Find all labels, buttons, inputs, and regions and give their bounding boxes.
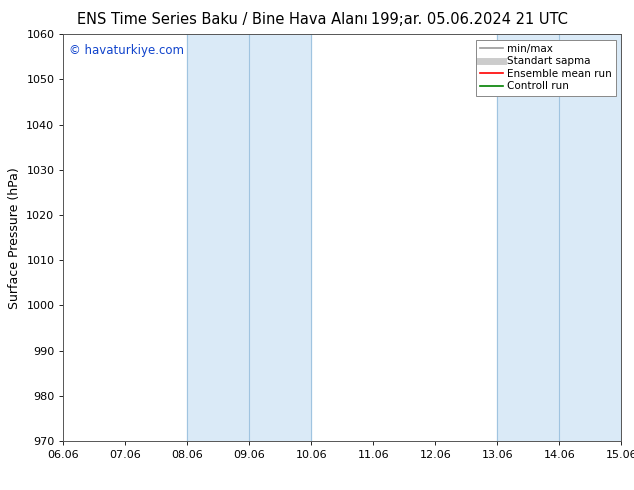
Text: 199;ar. 05.06.2024 21 UTC: 199;ar. 05.06.2024 21 UTC xyxy=(371,12,567,27)
Y-axis label: Surface Pressure (hPa): Surface Pressure (hPa) xyxy=(8,167,21,309)
Bar xyxy=(497,34,621,441)
Text: © havaturkiye.com: © havaturkiye.com xyxy=(69,45,184,57)
Legend: min/max, Standart sapma, Ensemble mean run, Controll run: min/max, Standart sapma, Ensemble mean r… xyxy=(476,40,616,96)
Bar xyxy=(188,34,311,441)
Text: ENS Time Series Baku / Bine Hava Alanı: ENS Time Series Baku / Bine Hava Alanı xyxy=(77,12,367,27)
